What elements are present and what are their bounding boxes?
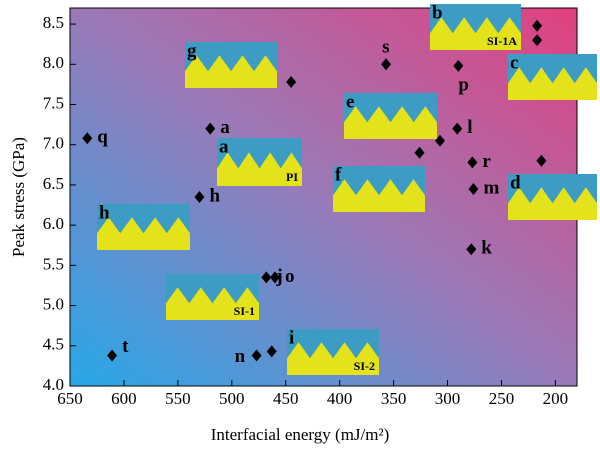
point — [468, 182, 479, 195]
x-tick-label: 450 — [273, 389, 299, 408]
y-tick-label: 6.5 — [43, 174, 64, 193]
y-tick-label: 5.0 — [43, 294, 64, 313]
y-tick-label: 4.5 — [43, 335, 64, 354]
x-tick-label: 550 — [165, 389, 191, 408]
inset-crystal — [97, 217, 190, 250]
inset-label: a — [219, 136, 229, 157]
point — [435, 134, 446, 147]
point — [194, 191, 205, 203]
point-label: o — [285, 266, 295, 287]
y-tick-label: 8.5 — [43, 13, 64, 32]
x-tick-label: 400 — [327, 389, 353, 408]
y-tick-label: 8.0 — [43, 53, 64, 72]
x-tick-label: 250 — [489, 389, 515, 408]
inset-label: e — [346, 91, 354, 112]
inset-crystal — [217, 152, 302, 186]
x-tick-label: 500 — [219, 389, 245, 408]
point-label: t — [122, 336, 129, 357]
point — [266, 345, 277, 358]
y-tick-label: 5.5 — [43, 254, 64, 273]
inset-tag: SI-1A — [487, 34, 517, 48]
x-axis-label: Interfacial energy (mJ/m²) — [211, 425, 389, 444]
inset-label: h — [99, 202, 110, 223]
inset-crystal — [430, 17, 521, 50]
point — [532, 34, 543, 47]
inset-label: b — [432, 2, 443, 23]
inset-crystal — [344, 106, 437, 139]
point — [466, 243, 477, 256]
point — [467, 156, 478, 169]
inset-label: f — [335, 164, 342, 185]
x-tick-label: 200 — [543, 389, 569, 408]
point-label: m — [483, 177, 499, 198]
point-label: s — [382, 37, 389, 58]
point-label: p — [458, 74, 469, 95]
point-label: l — [467, 117, 472, 138]
inset-label: d — [510, 172, 521, 193]
inset-label: c — [510, 52, 518, 73]
point-label: h — [209, 185, 220, 206]
point — [286, 75, 297, 88]
inset-tag: SI-2 — [354, 359, 375, 373]
point — [536, 154, 547, 167]
plot-area — [69, 7, 578, 387]
inset-label: i — [289, 327, 294, 348]
x-tick-label: 600 — [111, 389, 137, 408]
point — [452, 122, 463, 135]
inset-tag: SI-1 — [234, 304, 255, 318]
point — [251, 349, 262, 362]
inset-tag: PI — [286, 170, 298, 184]
y-tick-label: 7.5 — [43, 93, 64, 112]
inset-crystal — [287, 342, 379, 375]
y-axis-label: Peak stress (GPa) — [9, 137, 28, 257]
point-label: q — [97, 127, 108, 148]
point — [453, 59, 464, 72]
point — [261, 271, 272, 284]
point — [269, 271, 280, 284]
point — [414, 146, 425, 159]
inset-crystal — [508, 187, 597, 220]
x-tick-label: 650 — [57, 389, 83, 408]
y-tick-label: 6.0 — [43, 214, 64, 233]
y-tick-label: 7.0 — [43, 134, 64, 153]
point — [82, 132, 93, 145]
inset-crystal — [508, 67, 597, 100]
x-tick-label: 300 — [435, 389, 461, 408]
point-label: r — [482, 151, 491, 172]
inset-label: g — [187, 40, 197, 61]
inset-crystal — [166, 287, 259, 320]
point-label: k — [481, 238, 492, 259]
x-tick-label: 350 — [381, 389, 407, 408]
y-tick-label: 4.0 — [43, 375, 64, 394]
point-label: n — [235, 346, 246, 367]
point-label: a — [220, 117, 230, 138]
point — [381, 58, 392, 71]
inset-crystal — [185, 55, 277, 88]
inset-crystal — [333, 179, 425, 212]
point — [107, 349, 118, 362]
point — [205, 122, 216, 135]
point — [532, 19, 543, 32]
